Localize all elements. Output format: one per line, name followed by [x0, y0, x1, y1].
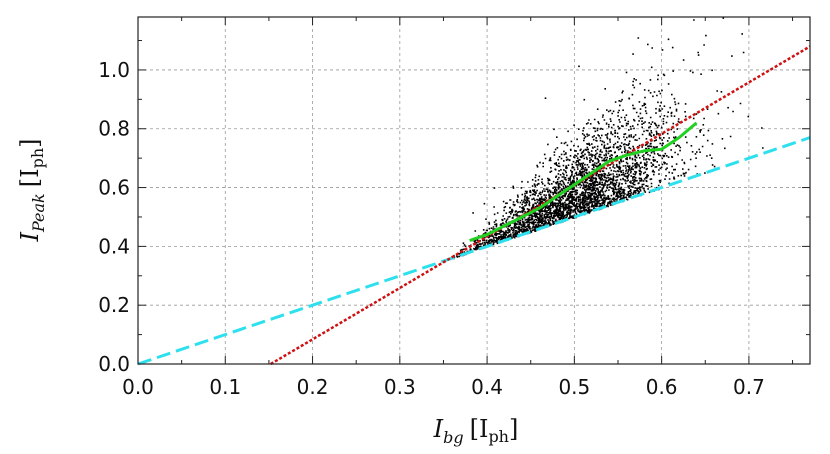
y-tick-label: 0.4: [98, 234, 130, 258]
grid-layer: [137, 17, 810, 365]
green-mean-line: [469, 121, 698, 242]
x-tick-label: 0.2: [297, 375, 329, 399]
x-tick-label: 0.4: [471, 375, 503, 399]
x-tick-label: 0.6: [646, 375, 678, 399]
series-layer: [137, 45, 811, 366]
y-tick-label: 0.0: [98, 352, 130, 376]
scatter-cloud: [452, 17, 764, 260]
red-dotted-line: [270, 45, 811, 366]
x-tick-label: 0.3: [384, 375, 416, 399]
tick-layer: [137, 17, 810, 365]
y-tick-label: 1.0: [98, 58, 130, 82]
y-tick-label: 0.6: [98, 176, 130, 200]
y-tick-label: 0.8: [98, 117, 130, 141]
cyan-dashed-line: [137, 136, 811, 366]
x-tick-label: 0.0: [122, 375, 154, 399]
scatter-points: [452, 17, 764, 260]
x-tick-label: 0.1: [209, 375, 241, 399]
tick-labels: 0.0 0.1 0.2 0.3 0.4 0.5 0.6 0.7 0.0 0.2 0.4 0.6 0.8 1…: [98, 58, 765, 399]
x-axis-label: Ibg [Iph]: [433, 415, 519, 447]
plot-frame: [137, 16, 811, 365]
x-tick-label: 0.5: [558, 375, 590, 399]
y-tick-label: 0.2: [98, 293, 130, 317]
x-tick-label: 0.7: [733, 375, 765, 399]
y-axis-label: IPeak[Iph]: [16, 139, 48, 243]
